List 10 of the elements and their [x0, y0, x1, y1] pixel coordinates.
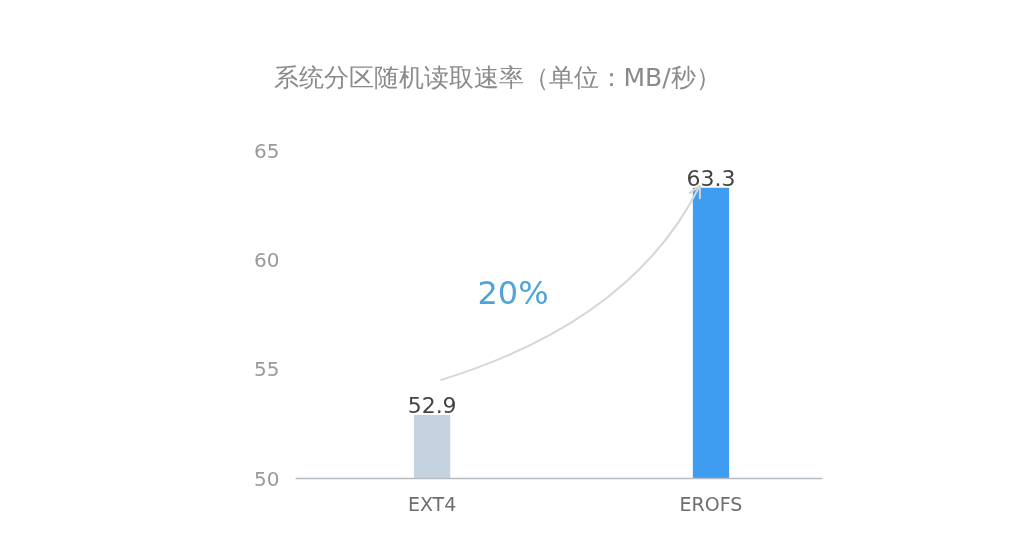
x-tick-label: EXT4: [407, 492, 457, 515]
y-tick-label: 55: [254, 357, 280, 382]
y-tick-label: 65: [254, 138, 280, 163]
data-label: 52.9: [407, 393, 457, 419]
y-tick-label: 60: [254, 247, 280, 272]
x-tick-label: EROFS: [679, 492, 743, 515]
annotation: 20%: [477, 273, 549, 312]
y-tick-label: 50: [254, 466, 280, 491]
data-label: 63.3: [686, 165, 736, 191]
chart-title: 系统分区随机读取速率（单位：MB/秒）: [273, 62, 721, 92]
